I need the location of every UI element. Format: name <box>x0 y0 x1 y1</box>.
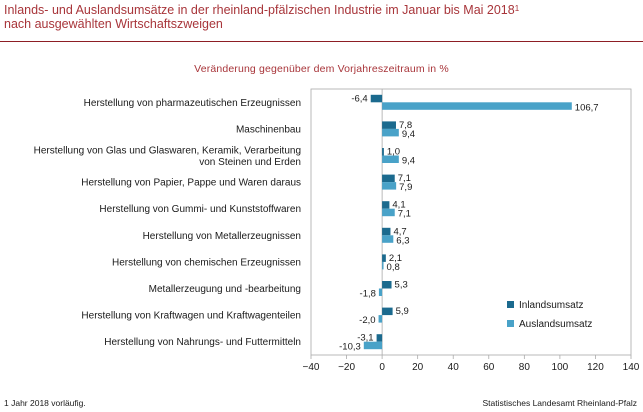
bar-ausland <box>382 102 572 110</box>
bar-inland <box>382 227 391 236</box>
category-label: Herstellung von Papier, Pappe und Waren … <box>81 178 301 189</box>
value-label-ausland: 9,4 <box>402 129 415 140</box>
value-label-ausland: 9,4 <box>402 156 415 167</box>
category-label: Herstellung von Gummi- und Kunststoffwar… <box>99 204 301 215</box>
category-label: Herstellung von Kraftwagen und Kraftwage… <box>81 311 301 322</box>
chart-title: Inlands- und Auslandsumsätze in der rhei… <box>4 3 640 31</box>
value-label-ausland: 106,7 <box>575 102 599 113</box>
value-label-inland: 4,7 <box>393 226 406 237</box>
value-label-inland: -3,1 <box>357 333 373 344</box>
bar-inland <box>382 121 396 129</box>
value-label-inland: 1,0 <box>387 147 400 158</box>
legend-label-ausland: Auslandsumsatz <box>519 319 592 330</box>
x-tick-label: 100 <box>552 362 569 373</box>
value-label-inland: 5,3 <box>395 280 408 291</box>
category-label: Herstellung von pharmazeutischen Erzeugn… <box>84 98 301 109</box>
x-tick-label: 40 <box>448 362 460 373</box>
category-label: Maschinenbau <box>236 124 301 135</box>
bar-ausland <box>382 235 394 243</box>
value-label-inland: 7,8 <box>399 120 412 131</box>
bar-inland <box>382 307 393 316</box>
x-tick-label: 120 <box>587 362 604 373</box>
value-label-ausland: 7,9 <box>399 182 412 193</box>
chart-subtitle: Veränderung gegenüber dem Vorjahreszeitr… <box>194 63 449 75</box>
legend-swatch-inland <box>507 301 514 308</box>
bar-ausland <box>382 128 399 137</box>
footnote: 1 Jahr 2018 vorläufig. <box>4 398 86 408</box>
bar-inland <box>382 201 390 209</box>
value-label-ausland: 6,3 <box>396 235 409 246</box>
value-label-ausland: -1,8 <box>360 289 376 300</box>
bar-inland <box>370 94 383 103</box>
category-label: Herstellung von Metallerzeugnissen <box>143 231 301 242</box>
category-label: Metallerzeugung und -bearbeitung <box>149 284 301 295</box>
x-tick-label: 80 <box>519 362 531 373</box>
value-label-inland: 5,9 <box>396 306 409 317</box>
bar-ausland <box>363 341 383 350</box>
bar-ausland <box>382 208 395 217</box>
bar-ausland <box>382 261 384 270</box>
bar-inland <box>382 281 392 289</box>
value-label-ausland: 7,1 <box>398 209 411 220</box>
bar-ausland <box>378 315 383 323</box>
value-label-inland: 2,1 <box>389 253 402 264</box>
bar-ausland <box>382 155 399 163</box>
value-label-ausland: 0,8 <box>387 262 400 273</box>
category-label: Herstellung von Nahrungs- und Futtermitt… <box>104 337 301 348</box>
category-label: Herstellung von chemischen Erzeugnissen <box>112 257 301 268</box>
value-label-ausland: -10,3 <box>339 342 361 353</box>
x-tick-label: −40 <box>303 362 320 373</box>
plot-frame <box>310 88 632 356</box>
bar-inland <box>382 254 386 262</box>
category-label: Herstellung von Glas und Glaswaren, Kera… <box>34 145 301 156</box>
value-label-inland: -6,4 <box>351 93 367 104</box>
bar-inland <box>376 334 383 342</box>
title-line-2: nach ausgewählten Wirtschaftszweigen <box>4 17 223 31</box>
source-note: Statistisches Landesamt Rheinland-Pfalz <box>482 398 638 408</box>
legend-swatch-ausland <box>507 320 514 327</box>
x-tick-label: 60 <box>483 362 495 373</box>
x-tick-label: 20 <box>412 362 424 373</box>
value-label-ausland: -2,0 <box>359 315 375 326</box>
bar-inland <box>382 148 384 156</box>
title-line-1: Inlands- und Auslandsumsätze in der rhei… <box>4 3 515 17</box>
x-tick-label: 0 <box>379 362 385 373</box>
title-footnote-marker: 1 <box>514 4 520 13</box>
category-label: von Steinen und Erden <box>199 157 301 168</box>
legend-label-inland: Inlandsumsatz <box>519 300 583 311</box>
bar-ausland <box>378 288 383 296</box>
bar-ausland <box>382 182 397 190</box>
value-label-inland: 7,1 <box>398 173 411 184</box>
value-label-inland: 4,1 <box>392 200 405 211</box>
x-tick-label: −20 <box>338 362 355 373</box>
title-divider <box>0 41 643 42</box>
x-tick-label: 140 <box>623 362 640 373</box>
bar-inland <box>382 174 395 183</box>
